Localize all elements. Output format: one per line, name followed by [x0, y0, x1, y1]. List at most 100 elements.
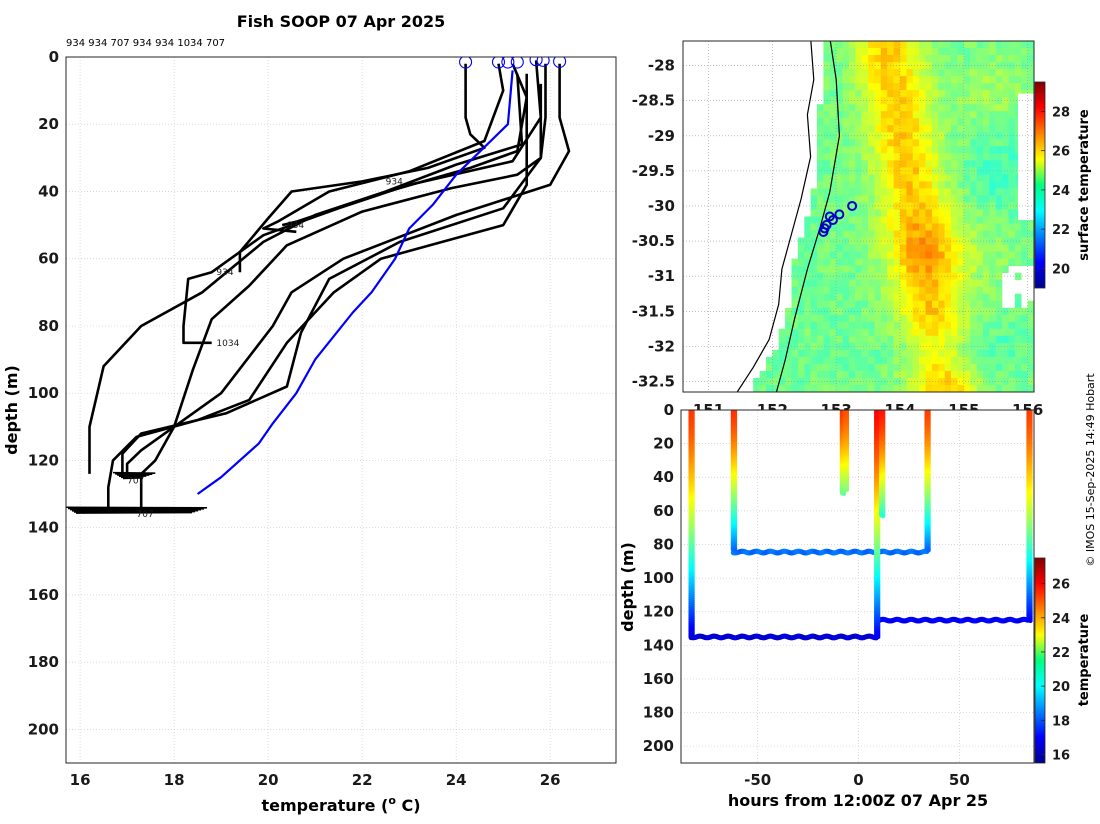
- map-sst-cell: [868, 195, 875, 202]
- map-sst-cell: [887, 259, 894, 266]
- map-sst-cell: [875, 83, 882, 90]
- map-sst-cell: [951, 55, 958, 62]
- map-sst-cell: [785, 385, 792, 392]
- map-sst-cell: [951, 118, 958, 125]
- map-sst-cell: [836, 160, 843, 167]
- map-sst-cell: [900, 280, 907, 287]
- map-sst-cell: [868, 83, 875, 90]
- map-sst-cell: [843, 41, 850, 48]
- profiles-ytick-label: 200: [28, 720, 59, 738]
- map-sst-cell: [804, 392, 811, 399]
- map-sst-cell: [836, 69, 843, 76]
- map-sst-cell: [823, 90, 830, 97]
- map-sst-cell: [817, 378, 824, 385]
- map-sst-cell: [830, 315, 837, 322]
- map-sst-cell: [919, 371, 926, 378]
- timeseries-cast-point: [1028, 619, 1033, 624]
- map-sst-cell: [989, 139, 996, 146]
- map-sst-cell: [900, 83, 907, 90]
- map-sst-cell: [906, 188, 913, 195]
- map-sst-cell: [970, 210, 977, 217]
- timeseries-colorbar-tick-label: 16: [1052, 748, 1070, 763]
- map-sst-cell: [926, 125, 933, 132]
- map-sst-cell: [843, 69, 850, 76]
- map-sst-cell: [811, 322, 818, 329]
- map-sst-cell: [1028, 231, 1035, 238]
- profiles-ytick-label: 40: [38, 182, 59, 200]
- map-sst-cell: [881, 188, 888, 195]
- map-sst-cell: [900, 146, 907, 153]
- map-sst-cell: [875, 364, 882, 371]
- map-sst-cell: [849, 336, 856, 343]
- map-sst-cell: [1009, 83, 1016, 90]
- map-sst-cell: [875, 322, 882, 329]
- map-sst-cell: [875, 301, 882, 308]
- map-sst-cell: [926, 252, 933, 259]
- map-sst-cell: [817, 195, 824, 202]
- timeseries-ytick-label: 60: [653, 502, 674, 520]
- map-sst-cell: [1015, 231, 1022, 238]
- map-sst-cell: [1034, 322, 1041, 329]
- map-sst-cell: [900, 160, 907, 167]
- map-sst-cell: [983, 125, 990, 132]
- map-sst-cell: [811, 231, 818, 238]
- map-sst-cell: [945, 245, 952, 252]
- map-sst-cell: [938, 392, 945, 399]
- map-sst-cell: [1015, 357, 1022, 364]
- map-sst-cell: [983, 329, 990, 336]
- map-sst-cell: [951, 125, 958, 132]
- map-sst-cell: [945, 146, 952, 153]
- timeseries-ylabel: depth (m): [618, 542, 637, 632]
- map-sst-cell: [913, 336, 920, 343]
- map-sst-cell: [836, 245, 843, 252]
- map-sst-cell: [926, 385, 933, 392]
- map-sst-cell: [1002, 231, 1009, 238]
- map-sst-cell: [906, 259, 913, 266]
- map-sst-cell: [881, 266, 888, 273]
- map-sst-cell: [913, 167, 920, 174]
- map-sst-cell: [913, 322, 920, 329]
- map-sst-cell: [894, 385, 901, 392]
- map-sst-cell: [957, 238, 964, 245]
- map-sst-cell: [772, 350, 779, 357]
- map-sst-cell: [1028, 329, 1035, 336]
- map-sst-cell: [938, 385, 945, 392]
- map-sst-cell: [823, 181, 830, 188]
- map-sst-cell: [945, 329, 952, 336]
- map-sst-cell: [1021, 55, 1028, 62]
- map-sst-cell: [1002, 118, 1009, 125]
- map-sst-cell: [836, 385, 843, 392]
- map-sst-cell: [1015, 385, 1022, 392]
- map-sst-cell: [887, 111, 894, 118]
- map-sst-cell: [875, 76, 882, 83]
- map-sst-cell: [926, 301, 933, 308]
- map-sst-cell: [1034, 364, 1041, 371]
- map-sst-cell: [817, 118, 824, 125]
- map-sst-cell: [855, 146, 862, 153]
- map-sst-cell: [932, 322, 939, 329]
- map-sst-cell: [964, 252, 971, 259]
- map-sst-cell: [957, 322, 964, 329]
- map-sst-cell: [1021, 392, 1028, 399]
- map-sst-cell: [817, 357, 824, 364]
- map-sst-cell: [989, 160, 996, 167]
- map-sst-cell: [894, 195, 901, 202]
- map-sst-cell: [906, 217, 913, 224]
- map-sst-cell: [868, 364, 875, 371]
- map-sst-cell: [913, 245, 920, 252]
- map-sst-cell: [977, 350, 984, 357]
- map-sst-cell: [932, 55, 939, 62]
- map-sst-cell: [830, 245, 837, 252]
- map-sst-cell: [900, 55, 907, 62]
- map-sst-cell: [926, 259, 933, 266]
- map-sst-cell: [1015, 336, 1022, 343]
- map-sst-cell: [964, 217, 971, 224]
- map-sst-cell: [862, 97, 869, 104]
- map-sst-cell: [977, 231, 984, 238]
- map-sst-cell: [836, 350, 843, 357]
- map-sst-cell: [894, 139, 901, 146]
- map-sst-cell: [919, 329, 926, 336]
- map-sst-cell: [887, 69, 894, 76]
- map-sst-cell: [887, 146, 894, 153]
- map-sst-cell: [977, 83, 984, 90]
